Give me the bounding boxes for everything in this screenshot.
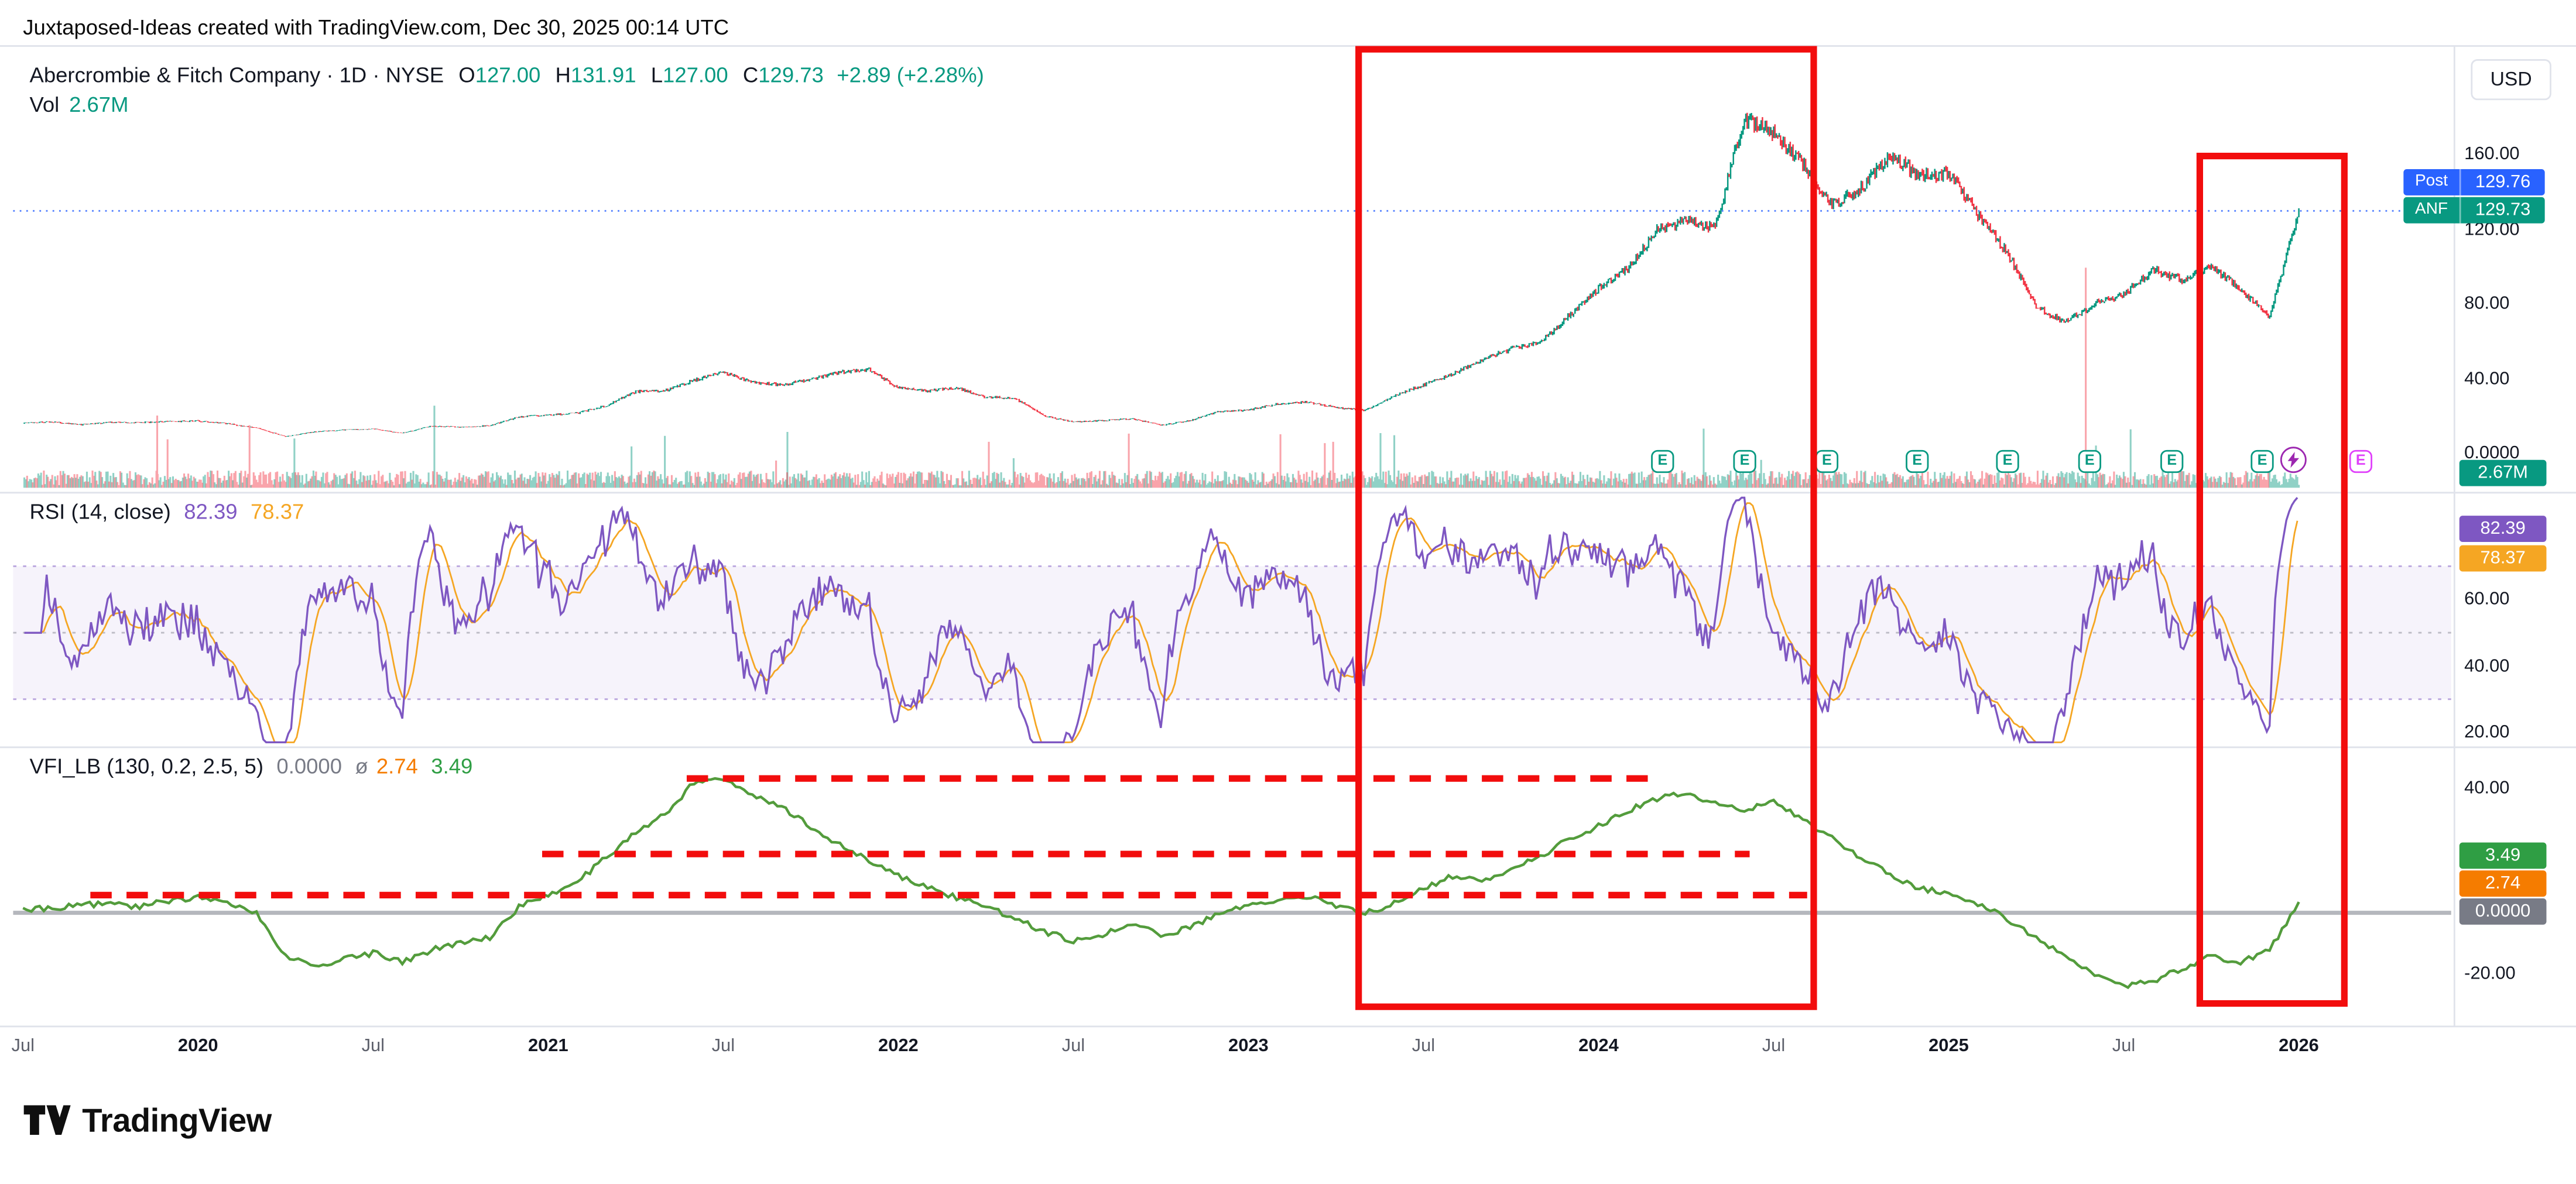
price-change: +2.89 (+2.28%)	[837, 62, 984, 87]
tradingview-logo-icon	[23, 1105, 71, 1135]
earnings-icon[interactable]: E	[2078, 449, 2102, 473]
tradingview-wordmark: TradingView	[82, 1103, 272, 1140]
price-axis-tick: 40.00	[2464, 368, 2510, 389]
rsi-title[interactable]: RSI (14, close)	[29, 499, 171, 524]
volume-legend: Vol 2.67M	[30, 92, 129, 116]
time-axis-label: Jul	[1061, 1036, 1085, 1056]
vfi-average-value: 2.74	[376, 754, 418, 779]
ohlc-open: O127.00	[458, 62, 541, 87]
price-axis-tick: 160.00	[2464, 144, 2520, 164]
vfi-zero-badge: 0.0000	[2459, 898, 2547, 925]
time-axis-label: Jul	[11, 1036, 35, 1056]
symbol-badge-value: 129.73	[2475, 200, 2531, 221]
lightning-icon[interactable]	[2280, 447, 2307, 473]
earnings-icon[interactable]: E	[1906, 449, 1929, 473]
currency-button[interactable]: USD	[2471, 59, 2551, 101]
time-axis-label: 2025	[1928, 1036, 1969, 1056]
volume-badge: 2.67M	[2459, 459, 2547, 486]
earnings-icon[interactable]: E	[2160, 449, 2184, 473]
ohlc-close: C129.73	[742, 62, 824, 87]
symbol-title[interactable]: Abercrombie & Fitch Company · 1D · NYSE	[29, 62, 444, 87]
last-price-badge: ANF 129.73	[2403, 197, 2545, 224]
rsi-axis-tick: 60.00	[2464, 589, 2510, 610]
vfi-average-symbol: ø	[355, 754, 368, 779]
symbol-badge-label: ANF	[2403, 197, 2461, 224]
attribution-text: Juxtaposed-Ideas created with TradingVie…	[23, 15, 729, 40]
post-badge-label: Post	[2403, 169, 2461, 195]
vfi-axis-tick: 40.00	[2464, 779, 2510, 799]
rsi-value-badge: 82.39	[2459, 516, 2547, 543]
time-axis-label: 2022	[878, 1036, 919, 1056]
time-axis-label: Jul	[711, 1036, 735, 1056]
vfi-last-badge: 3.49	[2459, 842, 2547, 869]
volume-value: 2.67M	[69, 92, 129, 117]
upcoming-earnings-icon[interactable]: E	[2349, 449, 2373, 473]
earnings-icon[interactable]: E	[1651, 449, 1674, 473]
vfi-zero-value: 0.0000	[276, 754, 342, 779]
vfi-average-badge: 2.74	[2459, 870, 2547, 897]
rsi-axis-tick: 20.00	[2464, 722, 2510, 743]
time-axis-label: Jul	[2112, 1036, 2136, 1056]
tradingview-logo[interactable]: TradingView	[21, 1102, 272, 1141]
symbol-legend: Abercrombie & Fitch Company · 1D · NYSE O…	[30, 63, 984, 87]
time-axis-label: Jul	[1762, 1036, 1786, 1056]
volume-label[interactable]: Vol	[29, 92, 60, 117]
vfi-legend: VFI_LB (130, 0.2, 2.5, 5) 0.0000 ø 2.74 3.49	[30, 754, 473, 778]
ohlc-high: H131.91	[555, 62, 636, 87]
time-axis-label: Jul	[1412, 1036, 1436, 1056]
post-badge-value: 129.76	[2475, 172, 2531, 193]
earnings-icon[interactable]: E	[1733, 449, 1756, 473]
ohlc-low: L127.00	[650, 62, 728, 87]
annotation-rectangle[interactable]	[2196, 152, 2348, 1007]
rsi-axis-tick: 40.00	[2464, 656, 2510, 676]
earnings-icon[interactable]: E	[1996, 449, 2019, 473]
time-axis-label: 2026	[2279, 1036, 2319, 1056]
time-axis-label: 2021	[527, 1036, 568, 1056]
rsi-ma-value: 78.37	[251, 499, 304, 524]
time-axis-label: 2020	[177, 1036, 218, 1056]
time-axis-label: 2024	[1578, 1036, 1619, 1056]
chart-canvas[interactable]	[0, 0, 2576, 1084]
time-axis-label: 2023	[1228, 1036, 1269, 1056]
rsi-legend: RSI (14, close) 82.39 78.37	[30, 499, 304, 524]
vfi-axis-tick: -20.00	[2464, 965, 2516, 985]
vfi-title[interactable]: VFI_LB (130, 0.2, 2.5, 5)	[29, 754, 263, 779]
post-market-price-badge: Post 129.76	[2403, 169, 2545, 195]
price-axis-tick: 80.00	[2464, 294, 2510, 314]
time-axis-label: Jul	[361, 1036, 385, 1056]
earnings-icon[interactable]: E	[1815, 449, 1839, 473]
vfi-last-value: 3.49	[431, 754, 473, 779]
rsi-value: 82.39	[184, 499, 238, 524]
annotation-rectangle[interactable]	[1355, 46, 1817, 1010]
rsi-ma-value-badge: 78.37	[2459, 545, 2547, 572]
time-scale-area[interactable]	[0, 1027, 2576, 1071]
earnings-icon[interactable]: E	[2250, 449, 2274, 473]
